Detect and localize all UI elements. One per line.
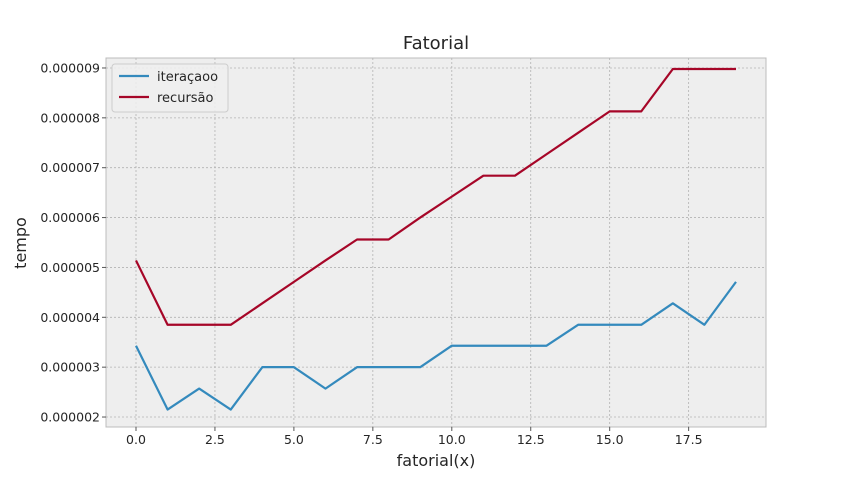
y-tick-label: 0.000002 xyxy=(40,410,100,425)
x-tick-label: 12.5 xyxy=(517,432,545,447)
y-tick-label: 0.000009 xyxy=(40,60,100,75)
y-tick-label: 0.000003 xyxy=(40,360,100,375)
y-axis-label: tempo xyxy=(11,217,30,269)
x-axis-label: fatorial(x) xyxy=(397,451,476,470)
y-axis: 0.000002 0.000003 0.000004 0.000005 0.000006… xyxy=(40,60,106,425)
y-tick-label: 0.000004 xyxy=(40,310,100,325)
chart-title: Fatorial xyxy=(403,33,469,54)
x-tick-label: 5.0 xyxy=(284,432,304,447)
legend: iteraçaoo recursão xyxy=(111,63,229,113)
plot-area xyxy=(105,57,767,428)
series-line-1 xyxy=(135,67,736,326)
x-tick-label: 15.0 xyxy=(596,432,624,447)
y-tick-label: 0.000008 xyxy=(40,110,100,125)
x-axis: 0.0 2.5 5.0 7.5 10.0 12.5 15.0 17.5 xyxy=(126,427,703,447)
y-tick-label: 0.000005 xyxy=(40,260,100,275)
x-tick-label: 17.5 xyxy=(675,432,703,447)
x-tick-label: 10.0 xyxy=(438,432,466,447)
x-tick-label: 2.5 xyxy=(205,432,225,447)
series-group xyxy=(135,67,737,411)
x-tick-label: 7.5 xyxy=(363,432,383,447)
x-tick-label: 0.0 xyxy=(126,432,146,447)
legend-label-recursao: recursão xyxy=(157,91,214,106)
series-line-0 xyxy=(135,281,737,411)
y-tick-label: 0.000007 xyxy=(40,160,100,175)
legend-label-iteracao: iteraçaoo xyxy=(157,70,218,85)
y-tick-label: 0.000006 xyxy=(40,210,100,225)
